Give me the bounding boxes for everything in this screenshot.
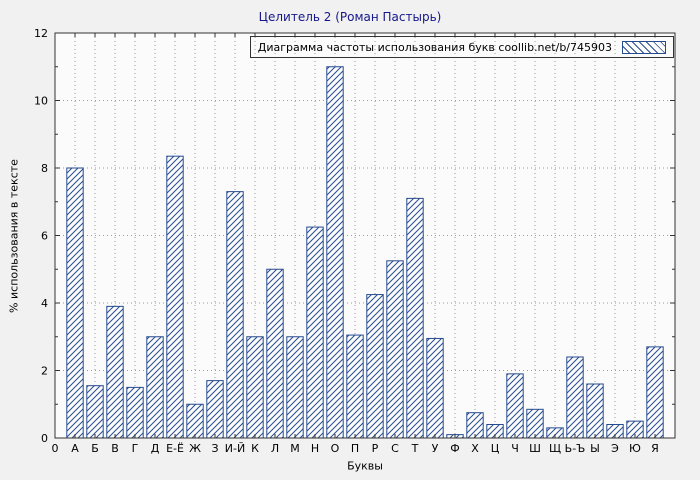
y-tick-label: 6: [41, 230, 48, 243]
bar: [146, 336, 164, 439]
y-tick-label: 10: [34, 95, 48, 108]
bar: [326, 66, 344, 439]
x-tick-label: Ж: [189, 442, 201, 455]
x-tick-label: Ч: [511, 442, 519, 455]
y-tick-label: 4: [41, 297, 48, 310]
x-tick-label: Б: [91, 442, 99, 455]
x-tick-label: Щ: [549, 442, 561, 455]
bar: [646, 346, 664, 439]
x-tick-label: О: [331, 442, 340, 455]
bar: [206, 380, 224, 439]
x-tick-label: Ь-Ъ: [565, 442, 586, 455]
bar: [346, 334, 364, 439]
x-tick-label: Ф: [450, 442, 459, 455]
x-tick-label: Г: [132, 442, 139, 455]
x-tick-label: З: [211, 442, 218, 455]
bar: [186, 403, 204, 439]
bar: [166, 155, 184, 439]
x-tick-label: Л: [271, 442, 279, 455]
bar: [306, 226, 324, 439]
x-tick-label: Д: [151, 442, 160, 455]
x-tick-label: Ш: [529, 442, 541, 455]
bar: [66, 167, 84, 439]
x-tick-label: Т: [411, 442, 419, 455]
bar: [86, 385, 104, 439]
x-tick-label: Ю: [629, 442, 641, 455]
x-tick-label: У: [432, 442, 439, 455]
chart-title: Целитель 2 (Роман Пастырь): [258, 10, 442, 24]
y-tick-label: 12: [34, 27, 48, 40]
x-origin-label: 0: [52, 442, 59, 455]
x-tick-label: Е-Ё: [166, 442, 184, 455]
bar: [366, 294, 384, 439]
x-tick-label: Ы: [590, 442, 600, 455]
bar: [406, 197, 424, 439]
bar: [266, 268, 284, 439]
x-axis-label: Буквы: [347, 459, 383, 473]
bar: [526, 408, 544, 439]
x-tick-label: Ц: [491, 442, 500, 455]
bar: [126, 386, 144, 439]
y-tick-label: 8: [41, 162, 48, 175]
x-tick-label: С: [391, 442, 399, 455]
bar: [506, 373, 524, 439]
x-tick-label: Н: [311, 442, 319, 455]
bar: [566, 356, 584, 439]
x-tick-label: М: [290, 442, 300, 455]
legend-box: Диаграмма частоты использования букв coo…: [249, 36, 674, 58]
y-tick-label: 0: [41, 432, 48, 445]
bar: [246, 336, 264, 439]
y-tick-label: 2: [41, 365, 48, 378]
legend-label: Диаграмма частоты использования букв coo…: [257, 40, 612, 54]
bar: [226, 191, 244, 439]
x-tick-label: Р: [372, 442, 379, 455]
x-tick-label: П: [351, 442, 359, 455]
legend-hatch-swatch: [622, 40, 666, 54]
x-tick-label: И-Й: [225, 442, 245, 455]
x-tick-label: К: [251, 442, 259, 455]
x-tick-label: Э: [611, 442, 619, 455]
x-tick-label: Х: [471, 442, 479, 455]
bar: [106, 305, 124, 439]
bar: [386, 260, 404, 439]
x-tick-label: Я: [651, 442, 659, 455]
x-tick-label: А: [71, 442, 79, 455]
bar: [426, 337, 444, 439]
bar: [286, 336, 304, 439]
x-tick-label: В: [111, 442, 119, 455]
bar: [586, 383, 604, 439]
